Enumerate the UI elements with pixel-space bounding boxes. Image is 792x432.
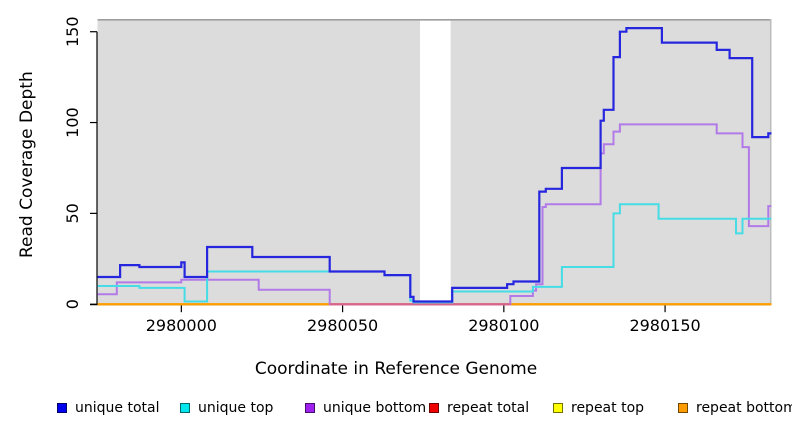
series-unique-bottom-line	[97, 123, 772, 306]
x-tick-label: 2980150	[629, 316, 700, 335]
y-tick-label: 50	[63, 203, 82, 223]
x-tick-label: 2980100	[468, 316, 539, 335]
legend-label: repeat top	[571, 400, 645, 416]
legend-label: unique top	[198, 400, 274, 416]
x-tick-label: 2980000	[146, 316, 217, 335]
legend-swatch-unique-top	[180, 403, 190, 413]
chart-legend: unique total unique top unique bottom repea…	[0, 399, 792, 419]
y-tick-label: 0	[63, 299, 82, 309]
legend-item-unique-top: unique top	[180, 399, 273, 417]
legend-label: unique bottom	[323, 400, 427, 416]
no-data-gap-band	[419, 19, 451, 305]
legend-item-repeat-total: repeat total	[429, 399, 529, 417]
legend-item-repeat-top: repeat top	[553, 399, 644, 417]
legend-label: repeat total	[447, 400, 530, 416]
series-unique-top-line	[97, 203, 772, 304]
legend-swatch-repeat-total	[429, 403, 439, 413]
legend-label: repeat bottom	[696, 400, 792, 416]
legend-swatch-unique-bottom	[305, 403, 315, 413]
legend-swatch-unique-total	[57, 403, 67, 413]
legend-swatch-repeat-top	[553, 403, 563, 413]
y-tick-label: 100	[63, 107, 82, 138]
legend-swatch-repeat-bottom	[678, 403, 688, 413]
x-axis-title: Coordinate in Reference Genome	[254, 359, 538, 379]
series-unique-total-line	[97, 27, 772, 303]
legend-item-repeat-bottom: repeat bottom	[678, 399, 792, 417]
legend-item-unique-total: unique total	[57, 399, 159, 417]
x-tick-label: 2980050	[307, 316, 378, 335]
legend-item-unique-bottom: unique bottom	[305, 399, 426, 417]
y-tick-label: 150	[63, 16, 82, 47]
legend-label: unique total	[75, 400, 160, 416]
y-axis-title: Read Coverage Depth	[17, 71, 37, 258]
